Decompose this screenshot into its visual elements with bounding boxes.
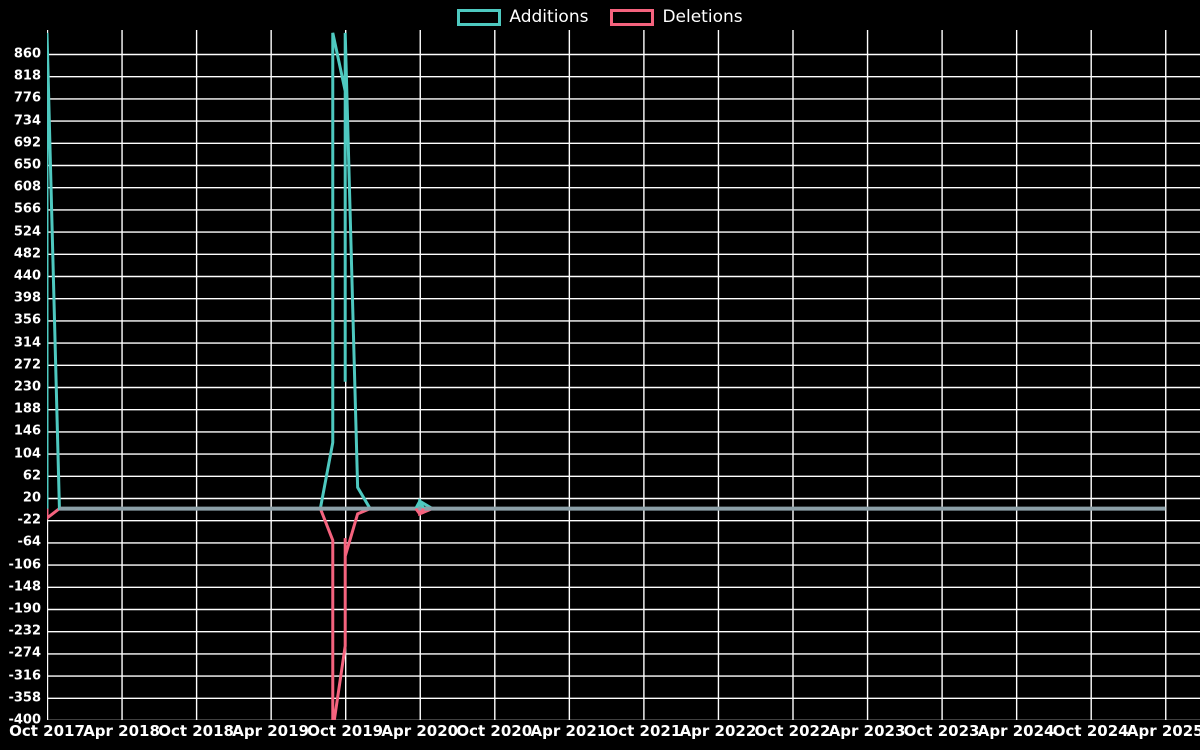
y-tick-label: -64	[17, 534, 42, 550]
y-tick-label: 188	[13, 401, 41, 417]
x-tick-label: Oct 2022	[754, 722, 831, 740]
legend-item-additions[interactable]: Additions	[457, 6, 589, 27]
y-tick-label: 440	[13, 268, 41, 284]
y-tick-label: 104	[13, 446, 41, 462]
y-tick-label: -22	[17, 512, 42, 528]
x-tick-label: Oct 2021	[605, 722, 682, 740]
x-tick-label: Apr 2022	[679, 722, 757, 740]
x-tick-label: Apr 2025	[1126, 722, 1200, 740]
x-tick-label: Oct 2024	[1052, 722, 1129, 740]
y-tick-label: -316	[8, 668, 41, 684]
legend-swatch-additions	[457, 8, 502, 26]
legend-item-deletions[interactable]: Deletions	[610, 6, 743, 27]
y-tick-label: 146	[13, 423, 41, 439]
y-tick-label: 608	[13, 179, 41, 195]
chart-legend: Additions Deletions	[0, 0, 1200, 34]
series-deletions-bump	[414, 507, 425, 517]
y-tick-label: 314	[13, 335, 41, 351]
y-tick-label: -274	[8, 645, 41, 661]
legend-label-additions: Additions	[509, 6, 589, 27]
y-tick-label: 734	[13, 113, 41, 129]
legend-swatch-deletions	[610, 8, 655, 26]
y-tick-label: -148	[8, 579, 41, 595]
x-tick-label: Apr 2024	[977, 722, 1055, 740]
y-tick-label: 650	[13, 157, 41, 173]
x-tick-label: Oct 2017	[9, 722, 85, 740]
series-additions-bump	[414, 498, 426, 510]
x-tick-label: Apr 2018	[83, 722, 160, 740]
x-tick-label: Oct 2018	[158, 722, 234, 740]
series-lines	[47, 32, 1166, 720]
y-tick-label: 566	[13, 201, 41, 217]
y-tick-label: -400	[8, 712, 41, 728]
plot-area	[47, 30, 1200, 720]
y-tick-label: 818	[13, 68, 41, 84]
y-tick-label: 356	[13, 312, 41, 328]
x-tick-label: Oct 2020	[456, 722, 533, 740]
x-tick-label: Apr 2019	[232, 722, 309, 740]
y-tick-label: 482	[13, 246, 41, 262]
y-tick-label: 62	[22, 468, 41, 484]
x-tick-label: Oct 2023	[903, 722, 980, 740]
y-tick-label: -190	[8, 601, 41, 617]
y-tick-label: 692	[13, 135, 41, 151]
x-tick-label: Apr 2023	[828, 722, 906, 740]
y-tick-label: 272	[13, 357, 41, 373]
y-tick-label: 860	[13, 46, 41, 62]
y-tick-label: -232	[8, 623, 41, 639]
y-tick-label: 230	[13, 379, 41, 395]
y-tick-label: 20	[22, 490, 41, 506]
y-tick-label: -358	[8, 690, 41, 706]
series-deletions	[47, 507, 1166, 720]
x-tick-label: Apr 2020	[381, 722, 459, 740]
y-tick-label: 398	[13, 290, 41, 306]
y-tick-label: -106	[8, 557, 41, 573]
y-tick-label: 524	[13, 224, 41, 240]
x-tick-label: Oct 2019	[307, 722, 384, 740]
grid-lines	[47, 30, 1200, 720]
series-additions	[47, 32, 1166, 511]
legend-label-deletions: Deletions	[662, 6, 743, 27]
y-tick-label: 776	[13, 90, 41, 106]
x-tick-label: Apr 2021	[530, 722, 608, 740]
